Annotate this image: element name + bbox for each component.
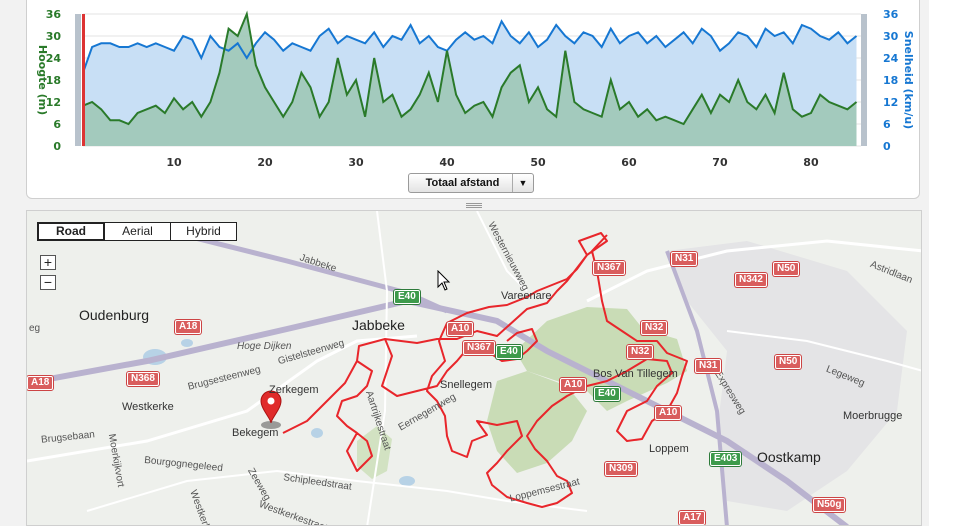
elevation-speed-chart-panel: 36 30 24 18 12 6 0 36 30 24 18 12 6 0 10 20 30 40 50 60 70… — [26, 0, 920, 199]
road-shield: N368 — [127, 372, 159, 386]
map-type-switcher: Road Aerial Hybrid — [37, 222, 237, 241]
map-label-place: Snellegem — [440, 379, 492, 391]
right-gutter — [929, 0, 957, 526]
road-shield: A18 — [175, 320, 202, 334]
y-tick-right: 18 — [883, 74, 898, 87]
map-type-road-button[interactable]: Road — [38, 223, 104, 240]
road — [476, 211, 528, 292]
x-tick: 40 — [439, 156, 455, 169]
road-shield: A18 — [27, 376, 54, 390]
y-tick-left: 36 — [46, 8, 62, 21]
map-canvas[interactable] — [27, 211, 922, 526]
chevron-down-icon[interactable]: ▼ — [512, 174, 533, 192]
map-label-town: Jabbeke — [352, 317, 405, 333]
road — [86, 469, 588, 512]
urban-area — [667, 241, 907, 511]
right-axis-bar — [861, 14, 867, 146]
road-shield: N342 — [735, 273, 767, 287]
highway — [586, 239, 921, 303]
map-type-aerial-button[interactable]: Aerial — [104, 223, 170, 240]
map-label-place: Vareenare — [501, 290, 552, 302]
y-tick-right: 6 — [883, 118, 891, 131]
map-label-place: Loppem — [649, 443, 689, 455]
speed-line — [82, 19, 858, 74]
road-shield: A10 — [560, 378, 587, 392]
x-tick: 60 — [621, 156, 637, 169]
road-shield: A10 — [655, 406, 682, 420]
mouse-cursor-icon — [437, 270, 451, 291]
left-axis-bar — [75, 14, 81, 146]
x-tick: 20 — [257, 156, 273, 169]
x-axis-select-label: Totaal afstand — [425, 177, 500, 189]
zoom-out-button[interactable]: − — [40, 275, 56, 290]
x-axis-select[interactable]: Totaal afstand ▼ — [408, 173, 534, 193]
x-tick: 10 — [166, 156, 182, 169]
road-shield: N367 — [463, 341, 495, 355]
road-shield: N50 — [775, 355, 802, 369]
y-tick-right: 30 — [883, 30, 899, 43]
right-axis-label: Snelheid (km/u) — [902, 31, 915, 129]
y-tick-left: 12 — [46, 96, 61, 109]
water — [181, 339, 193, 347]
road — [366, 211, 389, 525]
y-tick-left: 18 — [46, 74, 61, 87]
map-label-town: Oudenburg — [79, 307, 150, 323]
road-shield: N32 — [641, 321, 668, 335]
road-shield: N31 — [671, 252, 698, 266]
y-tick-right: 24 — [883, 52, 899, 65]
road-shield: N309 — [605, 462, 637, 476]
left-axis-label: Hoogte (m) — [36, 45, 49, 115]
route-map[interactable]: Road Aerial Hybrid + − Oudenburg Jabbeke… — [26, 210, 922, 526]
road-shield: E40 — [394, 290, 420, 304]
zoom-in-button[interactable]: + — [40, 255, 56, 270]
y-tick-right: 0 — [883, 140, 891, 153]
elevation-area — [83, 14, 857, 146]
map-label-place: Westkerke — [122, 401, 174, 413]
map-label-street: eg — [29, 323, 41, 334]
road-shield: E403 — [710, 452, 742, 466]
elevation-line — [82, 10, 858, 126]
map-label-place: Moerbrugge — [843, 410, 903, 422]
y-tick-left: 6 — [53, 118, 61, 131]
map-type-hybrid-button[interactable]: Hybrid — [170, 223, 236, 240]
highway — [166, 228, 449, 314]
road-shield: E40 — [594, 387, 620, 401]
road-shield: E40 — [496, 345, 522, 359]
y-tick-right: 12 — [883, 96, 898, 109]
y-tick-left: 0 — [53, 140, 61, 153]
y-tick-left: 30 — [46, 30, 62, 43]
road-shield: N32 — [627, 345, 654, 359]
x-tick: 70 — [712, 156, 728, 169]
road-shield: N367 — [593, 261, 625, 275]
road — [726, 330, 921, 372]
road-shield: A17 — [679, 511, 706, 525]
y-tick-left: 24 — [46, 52, 62, 65]
route-track — [282, 232, 688, 508]
map-label-place: Bos Van Tillegem — [593, 368, 678, 380]
map-marker-pin[interactable] — [260, 390, 282, 429]
water — [311, 428, 323, 438]
highway — [27, 297, 849, 525]
map-label-place: Bekegem — [232, 427, 279, 439]
water — [399, 476, 415, 486]
map-label-place: Zerkegem — [269, 384, 319, 396]
map-label-town: Oostkamp — [757, 449, 821, 465]
x-tick: 30 — [348, 156, 364, 169]
panel-splitter-handle[interactable] — [466, 202, 482, 208]
road-shield: N50 — [773, 262, 800, 276]
start-marker — [82, 14, 85, 146]
road-shield: N50g — [813, 498, 846, 512]
map-label-place: Hoge Dijken — [237, 341, 292, 352]
x-tick: 80 — [803, 156, 819, 169]
road — [27, 334, 418, 463]
x-tick: 50 — [530, 156, 546, 169]
road-shield: N31 — [695, 359, 722, 373]
y-tick-right: 36 — [883, 8, 899, 21]
road-shield: A10 — [447, 322, 474, 336]
